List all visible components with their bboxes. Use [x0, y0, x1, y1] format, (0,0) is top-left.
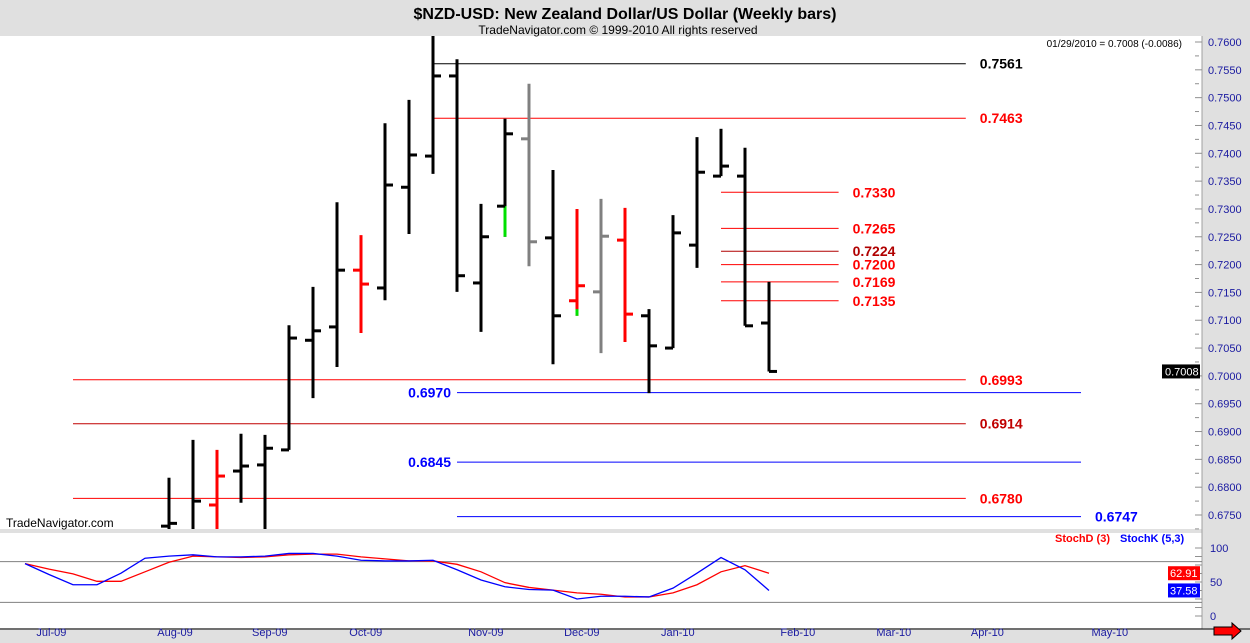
price-tick-label: 0.7100 [1208, 315, 1242, 327]
ohlc-bar [737, 147, 753, 328]
month-label: Mar-10 [876, 627, 911, 639]
ohlc-bar [617, 207, 633, 342]
ohlc-bar [281, 325, 297, 452]
month-label: Aug-09 [157, 627, 192, 639]
price-tick-label: 0.7200 [1208, 260, 1242, 272]
ohlc-bars [161, 36, 777, 529]
stochastic-plot-area [0, 533, 1202, 628]
stoch-last-label: 62.91 [1170, 568, 1198, 580]
level-label: 0.6845 [408, 454, 451, 470]
legend-stochd: StochD (3) [1055, 533, 1110, 545]
ohlc-bar [329, 202, 345, 367]
ohlc-bar [449, 59, 465, 292]
copyright-text: TradeNavigator.com © 1999-2010 All right… [478, 23, 757, 37]
ohlc-bar [257, 434, 273, 529]
ohlc-bar [233, 433, 249, 503]
level-label: 0.6780 [980, 490, 1023, 506]
price-tick-label: 0.7450 [1208, 120, 1242, 132]
price-tick-label: 0.7350 [1208, 176, 1242, 188]
month-label: Nov-09 [468, 627, 503, 639]
level-label: 0.7463 [980, 110, 1023, 126]
level-lines: 0.75610.74630.73300.72650.72240.72000.71… [73, 56, 1138, 525]
price-tick-label: 0.7300 [1208, 204, 1242, 216]
level-label: 0.7169 [853, 274, 896, 290]
price-tick-label: 0.7250 [1208, 232, 1242, 244]
level-label: 0.7265 [853, 220, 896, 236]
month-label: Jan-10 [661, 627, 695, 639]
price-tick-label: 0.6850 [1208, 454, 1242, 466]
ohlc-bar [209, 449, 225, 529]
red-right-arrow-icon[interactable] [1213, 621, 1242, 641]
ohlc-bar [191, 439, 201, 529]
legend-stochk: StochK (5,3) [1120, 533, 1185, 545]
price-tick-label: 0.7400 [1208, 148, 1242, 160]
last-quote: 01/29/2010 = 0.7008 (-0.0086) [1047, 39, 1182, 50]
stoch-last-label: 37.58 [1170, 585, 1198, 597]
month-label: Jul-09 [36, 627, 66, 639]
ohlc-bar [305, 286, 321, 399]
ohlc-bar [641, 309, 657, 394]
level-label: 0.6970 [408, 385, 451, 401]
month-label: Feb-10 [780, 627, 815, 639]
last-price-label: 0.7008 [1165, 366, 1199, 378]
price-tick-label: 0.7050 [1208, 343, 1242, 355]
stoch-tick-label: 50 [1210, 577, 1222, 589]
ohlc-bar [665, 215, 681, 350]
ohlc-bar [401, 99, 417, 234]
ohlc-bar [569, 208, 585, 316]
month-label: Oct-09 [349, 627, 382, 639]
month-label: Apr-10 [971, 627, 1004, 639]
ohlc-bar [521, 83, 537, 267]
level-label: 0.7200 [853, 257, 896, 273]
ohlc-bar [593, 198, 609, 354]
ohlc-bar [161, 477, 177, 529]
price-tick-label: 0.6750 [1208, 510, 1242, 522]
ohlc-bar [761, 281, 777, 373]
stoch-last-box [1168, 566, 1200, 581]
stoch-tick-label: 100 [1210, 543, 1228, 555]
stoch-tick-label: 0 [1210, 611, 1216, 623]
level-label: 0.6747 [1095, 509, 1138, 525]
price-tick-label: 0.6800 [1208, 482, 1242, 494]
level-label: 0.6914 [980, 416, 1023, 432]
month-label: Dec-09 [564, 627, 599, 639]
ohlc-bar [713, 128, 729, 178]
month-label: Sep-09 [252, 627, 287, 639]
stochk-line [24, 552, 770, 600]
stochastic-panel: 0 50 100 62.91 37.58 [0, 543, 1228, 623]
price-tick-label: 0.7150 [1208, 287, 1242, 299]
price-tick-label: 0.6950 [1208, 399, 1242, 411]
ohlc-bar [377, 123, 393, 301]
ohlc-bar [425, 36, 441, 174]
price-axis: 0.6750 0.6800 0.6850 0.6900 0.6950 0.7000 0.70… [1162, 37, 1242, 530]
chart-title: $NZD-USD: New Zealand Dollar/US Dollar (… [414, 6, 837, 23]
ohlc-bar [689, 137, 705, 268]
watermark: TradeNavigator.com [6, 516, 114, 530]
level-label: 0.7135 [853, 293, 896, 309]
price-tick-label: 0.6900 [1208, 427, 1242, 439]
level-label: 0.7224 [853, 243, 896, 259]
ohlc-bar [353, 235, 369, 334]
level-label: 0.7561 [980, 56, 1023, 72]
time-axis: Jul-09 Aug-09 Sep-09 Oct-09 Nov-09 Dec-09 Jan-… [36, 627, 1128, 639]
level-label: 0.6993 [980, 372, 1023, 388]
ohlc-bar [497, 118, 513, 237]
month-label: May-10 [1091, 627, 1128, 639]
price-tick-label: 0.7000 [1208, 371, 1242, 383]
price-tick-label: 0.7550 [1208, 65, 1242, 77]
level-label: 0.7330 [853, 184, 896, 200]
price-tick-label: 0.7600 [1208, 37, 1242, 49]
ohlc-bar [473, 203, 489, 332]
last-price-box [1162, 364, 1200, 379]
ohlc-bar [545, 169, 561, 365]
price-tick-label: 0.7500 [1208, 93, 1242, 105]
stoch-last-box [1168, 583, 1200, 598]
